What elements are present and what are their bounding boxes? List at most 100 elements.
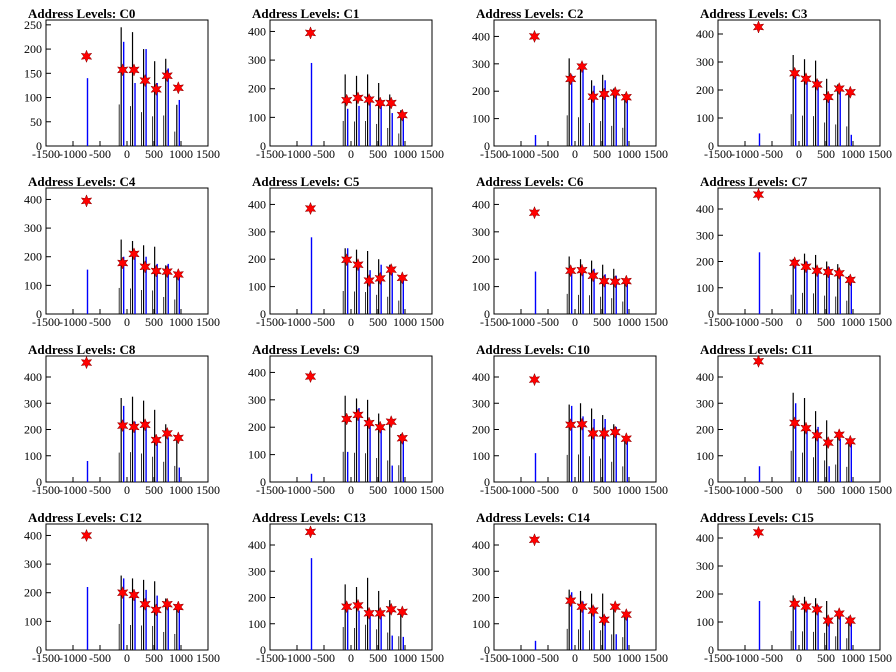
peak-marker (139, 260, 151, 274)
x-tick-label: 500 (817, 315, 835, 329)
peak-marker (598, 87, 610, 101)
peak-marker (80, 49, 93, 63)
y-tick-label: 0 (708, 643, 714, 657)
chart-svg: 0 100 200 300 400 -1500 -1000 -500 0 500 1000 1500 (472, 187, 668, 329)
y-tick-label: 300 (248, 53, 266, 67)
x-tick-label: 1000 (169, 315, 193, 329)
x-tick-label: 0 (348, 651, 354, 665)
y-tick-label: 0 (708, 307, 714, 321)
y-tick-label: 400 (696, 370, 714, 384)
chart-svg: 0 100 200 300 400 -1500 -1000 -500 0 500 1000 1500 (472, 355, 668, 497)
peak-marker (80, 528, 93, 543)
x-tick-label: -500 (761, 651, 783, 665)
x-tick-label: 500 (593, 651, 611, 665)
peak-marker (385, 415, 397, 429)
x-tick-label: 1000 (169, 483, 193, 497)
x-tick-label: -1000 (507, 483, 535, 497)
peak-marker (128, 63, 140, 77)
peak-marker (822, 435, 834, 450)
peak-marker (304, 369, 317, 384)
peak-marker (811, 602, 823, 617)
y-tick-label: 200 (472, 423, 490, 437)
x-tick-label: 1500 (644, 651, 668, 665)
x-tick-label: -500 (89, 651, 111, 665)
y-tick-label: 0 (484, 307, 490, 321)
chart-title: Address Levels: C11 (700, 342, 814, 357)
x-tick-label: -1000 (507, 315, 535, 329)
chart-title: Address Levels: C7 (700, 174, 808, 189)
x-tick-label: 0 (796, 147, 802, 161)
y-tick-label: 100 (24, 278, 42, 292)
peak-marker (587, 269, 599, 283)
plot-frame (269, 355, 433, 483)
x-tick-label: -1000 (283, 315, 311, 329)
peak-marker (844, 85, 857, 99)
plot-frame (45, 523, 209, 651)
x-tick-label: -500 (313, 147, 335, 161)
y-tick-label: 100 (472, 112, 490, 126)
peak-marker (363, 606, 375, 620)
x-tick-label: -1000 (59, 147, 87, 161)
x-tick-label: -1500 (256, 651, 284, 665)
x-tick-label: -1000 (283, 147, 311, 161)
x-tick-label: 0 (348, 483, 354, 497)
y-tick-label: 400 (24, 370, 42, 384)
peak-marker (352, 91, 364, 105)
chart-panel-7: 0 100 200 300 400 -1500 -1000 -500 0 500 1000 1500 A… (672, 168, 896, 336)
x-tick-label: 0 (124, 315, 130, 329)
x-tick-label: -500 (761, 147, 783, 161)
y-tick-label: 400 (472, 197, 490, 211)
x-tick-label: 1000 (393, 315, 417, 329)
y-tick-label: 100 (472, 280, 490, 294)
plot-frame (269, 19, 433, 147)
chart-title: Address Levels: C2 (476, 6, 584, 21)
x-tick-label: -1500 (32, 147, 60, 161)
peak-marker (811, 264, 823, 278)
x-tick-label: -500 (761, 483, 783, 497)
x-tick-label: -1500 (704, 483, 732, 497)
y-tick-label: 200 (696, 83, 714, 97)
x-tick-label: 1000 (617, 651, 641, 665)
peak-marker (800, 599, 812, 614)
chart-svg: 0 100 200 300 400 -1500 -1000 -500 0 500 1000 1500 (248, 187, 444, 329)
y-tick-label: 400 (24, 528, 42, 542)
peak-marker (788, 416, 801, 430)
y-tick-label: 0 (484, 643, 490, 657)
x-tick-label: 500 (593, 315, 611, 329)
y-tick-label: 200 (472, 252, 490, 266)
y-tick-label: 100 (248, 280, 266, 294)
peak-marker (598, 274, 610, 288)
x-tick-label: 1000 (393, 483, 417, 497)
y-tick-label: 400 (472, 370, 490, 384)
x-tick-label: 0 (348, 315, 354, 329)
x-tick-label: 500 (145, 651, 163, 665)
y-tick-label: 400 (248, 365, 266, 379)
x-tick-label: -1500 (32, 483, 60, 497)
peak-marker (788, 66, 801, 80)
chart-title: Address Levels: C3 (700, 6, 808, 21)
y-tick-label: 100 (24, 614, 42, 628)
x-tick-label: -1000 (59, 315, 87, 329)
plot-frame (45, 19, 209, 147)
peak-marker (161, 264, 173, 279)
chart-svg: 0 50 100 150 200 250 -1500 -1000 -500 0 500 1000 150… (24, 18, 220, 161)
peak-marker (587, 603, 599, 618)
x-tick-label: 1000 (617, 315, 641, 329)
peak-marker (340, 600, 353, 614)
x-tick-label: -1500 (480, 483, 508, 497)
chart-title: Address Levels: C14 (476, 510, 590, 525)
plot-frame (717, 187, 881, 315)
x-tick-label: 1500 (644, 483, 668, 497)
x-tick-label: 1000 (169, 651, 193, 665)
peak-marker (128, 588, 140, 602)
chart-svg: 0 100 200 300 400 -1500 -1000 -500 0 500 1000 1500 (696, 354, 892, 497)
y-tick-label: 150 (24, 66, 42, 80)
peak-marker (598, 426, 610, 441)
x-tick-label: 500 (369, 147, 387, 161)
peak-marker (564, 72, 577, 86)
peak-marker (161, 426, 173, 441)
y-tick-label: 300 (696, 55, 714, 69)
peak-marker (800, 421, 812, 435)
peak-marker (587, 426, 599, 441)
